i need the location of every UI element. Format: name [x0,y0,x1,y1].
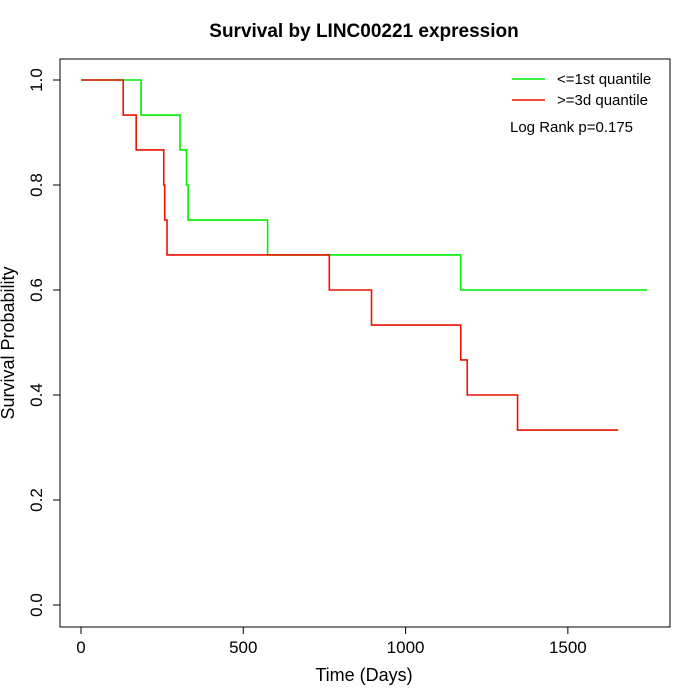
y-axis: 0.0 0.2 0.4 0.6 0.8 1.0 [27,68,61,617]
y-tick-label: 0.0 [27,593,46,617]
survival-curve-high [81,79,619,431]
log-rank-annotation: Log Rank p=0.175 [510,119,633,136]
y-tick-label: 1.0 [27,68,46,92]
y-tick-label: 0.2 [27,488,46,512]
y-tick-label: 0.8 [27,173,46,197]
plot-area [59,58,671,628]
series-layer [81,79,648,431]
x-axis: 0 500 1000 1500 [76,626,587,657]
y-tick-label: 0.4 [27,383,46,407]
y-tick-label: 0.6 [27,278,46,302]
x-tick-label: 1000 [387,638,425,657]
legend-label: >=3d quantile [557,92,648,109]
x-axis-label: Time (Days) [315,665,412,685]
legend: <=1st quantile >=3d quantile [512,71,651,109]
survival-curve-low [81,79,648,291]
legend-label: <=1st quantile [557,71,651,88]
y-axis-label: Survival Probability [0,266,18,419]
x-tick-label: 500 [229,638,257,657]
chart-title: Survival by LINC00221 expression [209,21,518,42]
x-tick-label: 1500 [549,638,587,657]
x-tick-label: 0 [76,638,85,657]
